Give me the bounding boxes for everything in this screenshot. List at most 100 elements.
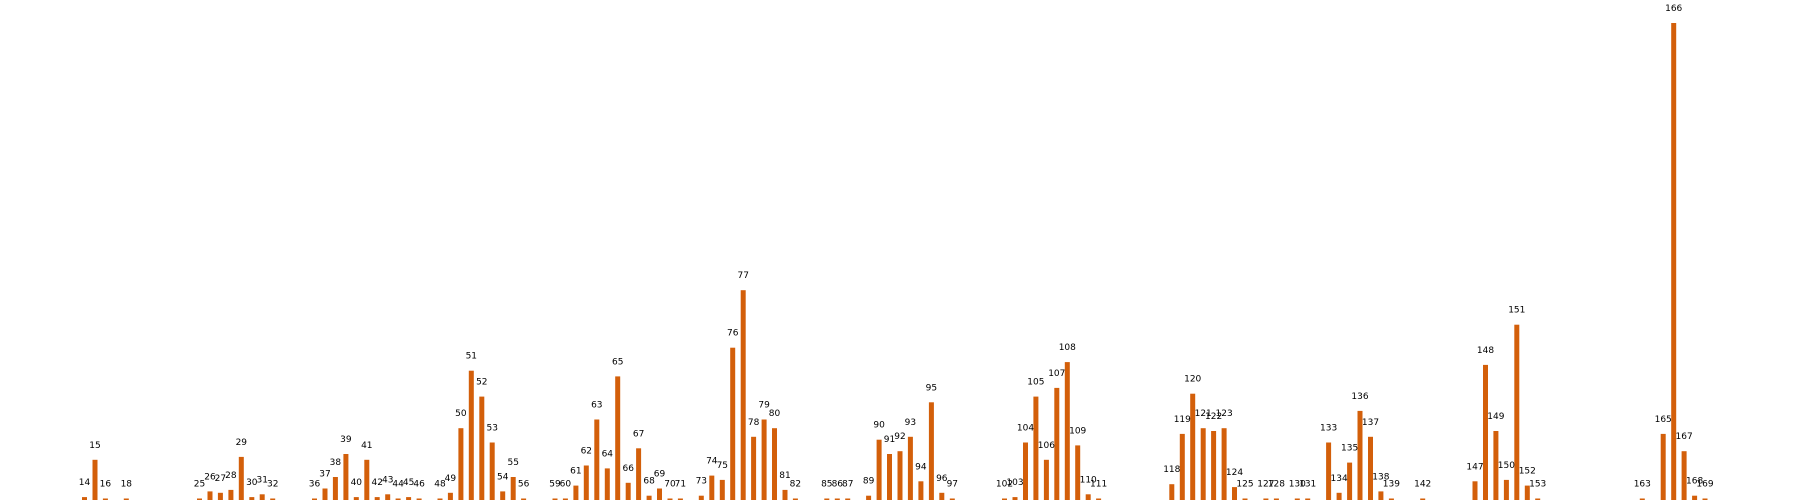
- bar-80: [772, 428, 777, 500]
- bar-label-77: 77: [737, 271, 748, 281]
- bar-49: [447, 492, 453, 500]
- bar-label-86: 86: [832, 480, 844, 490]
- bar-73: [698, 495, 704, 500]
- bar-label-73: 73: [696, 477, 707, 487]
- bar-label-54: 54: [497, 472, 509, 482]
- bar-label-95: 95: [926, 383, 937, 393]
- bar-93: [907, 436, 913, 500]
- bar-87: [845, 498, 851, 500]
- bar-90: [876, 439, 882, 500]
- bar-76: [730, 347, 736, 500]
- bar-label-107: 107: [1048, 369, 1065, 379]
- bar-105: [1033, 396, 1039, 500]
- bar-label-32: 32: [267, 480, 278, 490]
- bar-label-28: 28: [225, 471, 237, 481]
- bar-label-37: 37: [319, 470, 330, 480]
- bar-82: [792, 498, 798, 500]
- bar-92: [897, 451, 903, 500]
- bar-63: [594, 419, 600, 500]
- bar-108: [1064, 362, 1070, 500]
- bar-label-50: 50: [455, 409, 467, 419]
- bar-label-147: 147: [1466, 462, 1483, 472]
- bar-150: [1503, 479, 1509, 500]
- bar-label-134: 134: [1331, 474, 1348, 484]
- bar-168: [1692, 495, 1698, 500]
- bar-label-151: 151: [1508, 306, 1525, 316]
- bar-label-66: 66: [622, 464, 634, 474]
- bar-label-64: 64: [602, 449, 614, 459]
- bar-40: [353, 497, 359, 500]
- bar-label-138: 138: [1372, 472, 1389, 482]
- bar-75: [719, 479, 725, 500]
- bar-label-45: 45: [403, 478, 414, 488]
- bar-43: [385, 494, 391, 500]
- bar-163: [1639, 498, 1645, 500]
- bar-label-109: 109: [1069, 426, 1086, 436]
- bars-layer: [82, 23, 1708, 500]
- bar-39: [343, 454, 349, 500]
- bar-label-89: 89: [863, 477, 875, 487]
- bar-label-76: 76: [727, 329, 739, 339]
- bar-166: [1671, 23, 1677, 500]
- bar-label-102: 102: [996, 480, 1013, 490]
- bar-label-31: 31: [256, 475, 267, 485]
- bar-label-49: 49: [445, 474, 457, 484]
- bar-label-91: 91: [884, 435, 895, 445]
- bar-label-65: 65: [612, 357, 623, 367]
- bar-label-59: 59: [549, 480, 561, 490]
- bar-label-18: 18: [121, 480, 133, 490]
- bar-120: [1190, 393, 1196, 500]
- bar-103: [1012, 497, 1018, 500]
- bar-167: [1681, 451, 1687, 500]
- bar-label-43: 43: [382, 475, 393, 485]
- bar-label-27: 27: [215, 474, 226, 484]
- bar-109: [1075, 445, 1081, 500]
- bar-label-152: 152: [1519, 467, 1536, 477]
- bar-127: [1263, 498, 1269, 500]
- bar-32: [270, 498, 276, 500]
- bar-label-127: 127: [1257, 480, 1274, 490]
- bar-label-97: 97: [947, 480, 958, 490]
- bar-label-69: 69: [654, 470, 666, 480]
- bar-65: [615, 376, 621, 500]
- bar-60: [562, 498, 568, 500]
- bar-30: [249, 497, 255, 500]
- bar-label-94: 94: [915, 462, 927, 472]
- bar-44: [395, 498, 401, 500]
- bar-label-125: 125: [1236, 480, 1253, 490]
- bar-label-167: 167: [1676, 432, 1693, 442]
- bar-42: [374, 497, 380, 500]
- bar-70: [667, 498, 673, 500]
- bar-54: [500, 491, 506, 500]
- bar-label-96: 96: [936, 474, 948, 484]
- bar-label-39: 39: [340, 435, 352, 445]
- bar-38: [332, 477, 338, 500]
- bar-label-142: 142: [1414, 480, 1431, 490]
- bar-36: [312, 498, 317, 500]
- bar-label-128: 128: [1268, 480, 1285, 490]
- bar-label-78: 78: [748, 418, 760, 428]
- bar-81: [782, 489, 788, 500]
- bar-152: [1524, 485, 1530, 500]
- bar-label-106: 106: [1038, 441, 1055, 451]
- bar-28: [228, 489, 234, 500]
- bar-97: [949, 498, 955, 500]
- bar-55: [510, 477, 516, 500]
- bar-142: [1420, 498, 1426, 500]
- bar-52: [479, 396, 485, 500]
- bar-104: [1023, 442, 1028, 500]
- bar-label-16: 16: [100, 480, 112, 490]
- bar-label-52: 52: [476, 378, 487, 388]
- bar-128: [1273, 498, 1279, 500]
- bar-label-25: 25: [194, 480, 205, 490]
- bar-label-108: 108: [1059, 343, 1076, 353]
- bar-71: [677, 498, 683, 500]
- bar-62: [583, 465, 589, 500]
- bar-138: [1378, 491, 1384, 500]
- bar-85: [824, 498, 830, 500]
- bar-78: [751, 436, 757, 500]
- bar-label-40: 40: [351, 478, 363, 488]
- bar-31: [259, 494, 265, 500]
- bar-91: [887, 454, 892, 500]
- bar-label-87: 87: [842, 480, 853, 490]
